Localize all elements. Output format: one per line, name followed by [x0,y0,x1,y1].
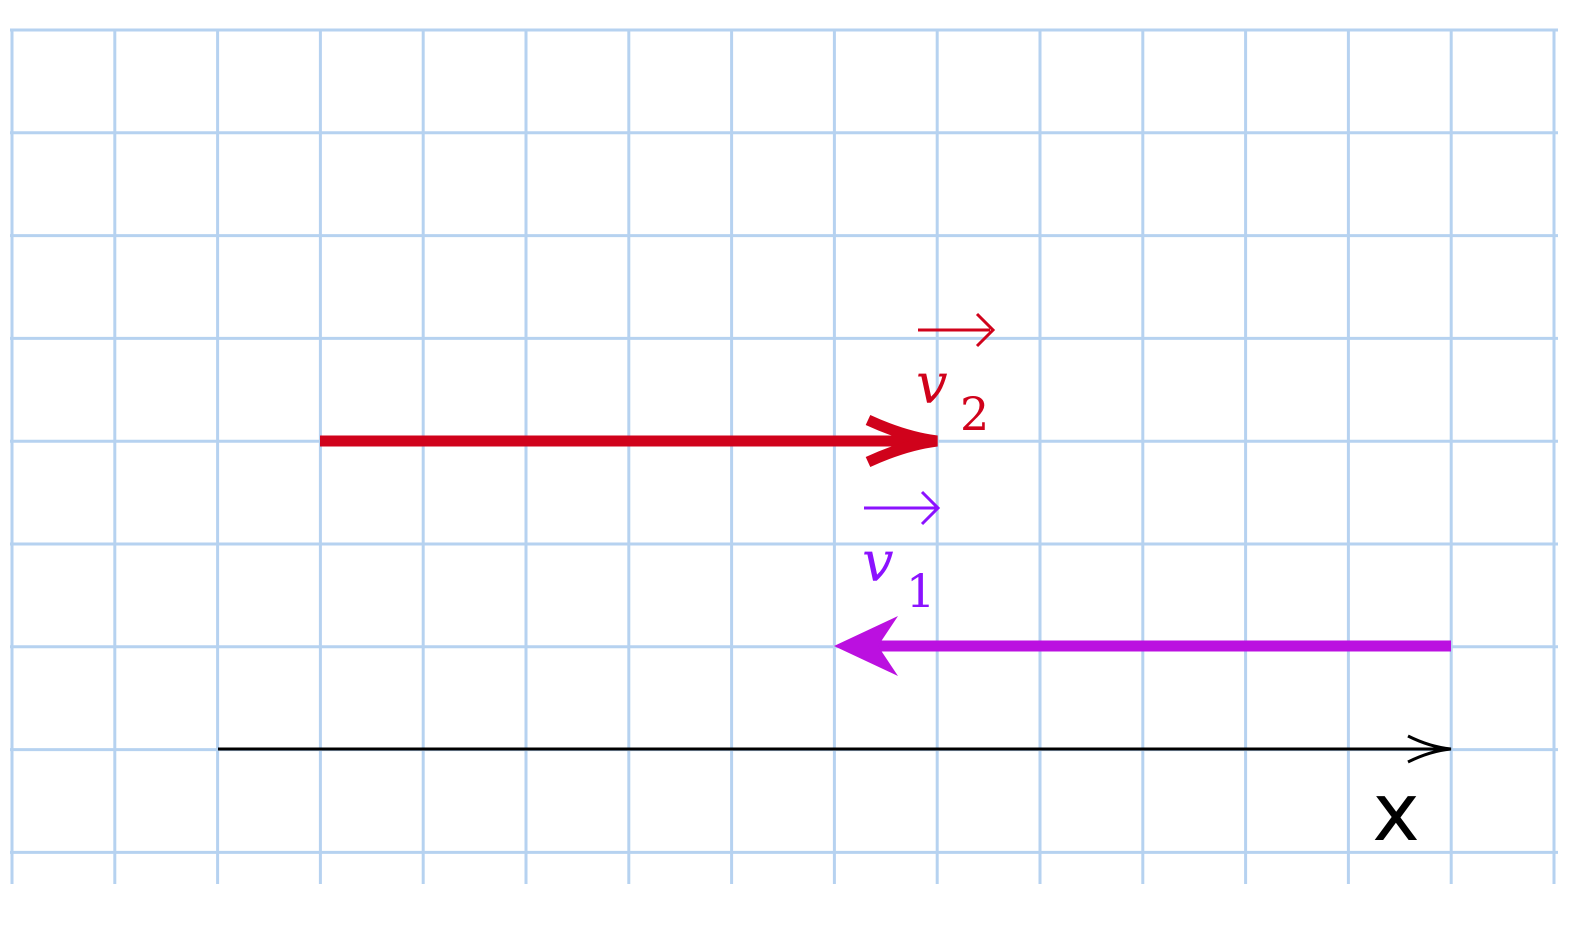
x-axis: x [218,734,1452,859]
v1-label: v [862,530,894,595]
vector-v2: v 2 [320,312,996,467]
x-axis-label: x [1372,766,1419,859]
grid [10,28,1558,884]
v1-subscript: 1 [906,564,935,618]
v1-arrowhead [834,616,898,676]
x-axis-arrowhead [1407,734,1452,764]
v2-label: v [916,352,948,417]
v2-arrowhead [865,415,938,467]
v2-subscript: 2 [960,387,989,441]
v1-vector-arrow-tip-icon [920,490,941,526]
v2-vector-arrow-tip-icon [975,312,996,348]
vector-v1: v 1 [834,490,1451,676]
